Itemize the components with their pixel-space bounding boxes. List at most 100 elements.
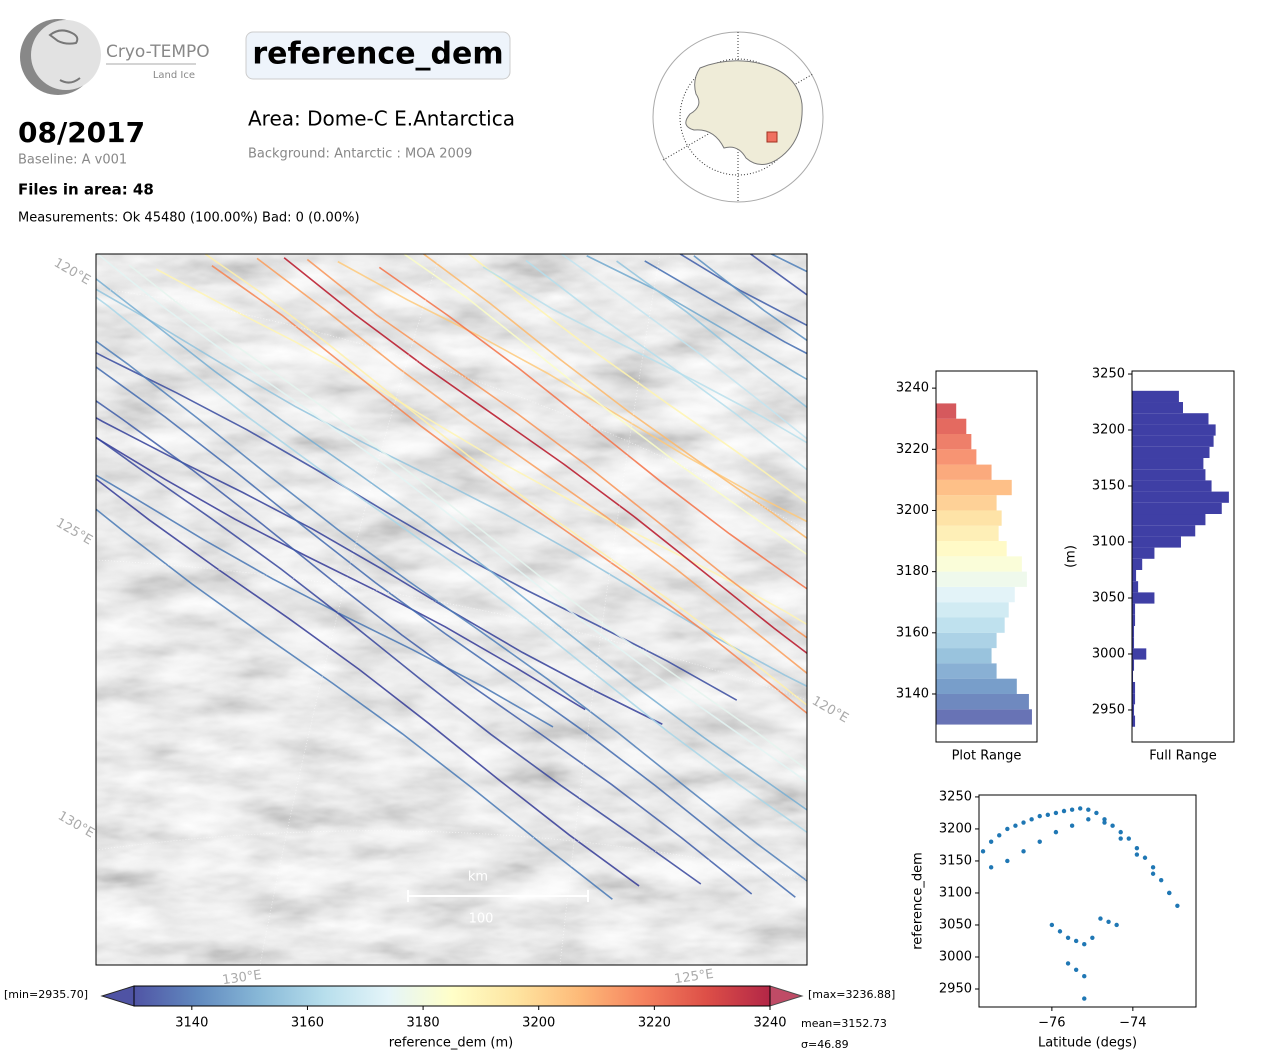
scatter-point	[980, 849, 986, 854]
histogram-bar	[1132, 693, 1136, 705]
histogram-bar	[1132, 514, 1206, 526]
histogram-bar	[936, 479, 1012, 496]
baseline: Baseline: A v001	[18, 153, 127, 168]
track	[422, 254, 807, 540]
histogram-bar	[936, 449, 977, 465]
track	[96, 365, 796, 898]
histogram-bar	[936, 403, 957, 419]
scatter-point	[1069, 823, 1075, 828]
histogram-bar	[1132, 390, 1179, 403]
lon-label: 130°E	[55, 809, 97, 842]
y-tick-label: 3000	[939, 949, 972, 964]
histogram-bar	[1132, 458, 1204, 470]
scale-value: 100	[469, 912, 494, 927]
x-tick-label: 3160	[291, 1016, 324, 1031]
x-axis-label: Plot Range	[952, 749, 1022, 764]
scatter-point	[1053, 829, 1059, 835]
histogram-bar	[1132, 491, 1229, 503]
histogram-bar	[1132, 402, 1183, 414]
min-label: [min=2935.70]	[4, 988, 88, 1001]
histogram-bar	[936, 632, 997, 649]
histogram-bar	[1132, 424, 1216, 436]
scatter-point	[1110, 823, 1115, 828]
track	[96, 508, 613, 900]
histogram-bar	[1132, 547, 1155, 559]
colorbar	[134, 986, 770, 1006]
axes-frame	[935, 370, 1038, 743]
x-tick-label: 3200	[522, 1016, 555, 1031]
scatter-point	[1029, 817, 1034, 822]
scatter-point	[1126, 836, 1131, 841]
track	[256, 257, 807, 675]
sigma-label: σ=46.89	[801, 1038, 849, 1051]
track	[203, 254, 807, 707]
x-axis-label: Full Range	[1149, 749, 1217, 764]
title: reference_dem	[252, 37, 503, 72]
scatter-point	[1049, 922, 1055, 928]
track	[96, 416, 663, 725]
histogram-bar	[1132, 648, 1147, 660]
histogram-bar	[1132, 480, 1212, 492]
scatter-point	[1082, 974, 1087, 979]
track	[96, 351, 738, 701]
x-tick-label: 3220	[638, 1016, 671, 1031]
track	[378, 266, 807, 590]
locator-globe	[652, 31, 824, 203]
histogram-bar	[936, 678, 1017, 694]
scatter-point	[1021, 820, 1026, 825]
y-tick-label: 3050	[1092, 590, 1125, 605]
scatter-point	[1102, 817, 1107, 822]
y-axis-label: (m)	[1064, 545, 1079, 568]
colorbar-extend-max	[769, 985, 804, 1007]
histogram-bar	[1132, 603, 1136, 615]
track	[128, 264, 807, 771]
measurements: Measurements: Ok 45480 (100.00%) Bad: 0 …	[18, 211, 360, 226]
track	[467, 254, 807, 505]
y-tick-label: 3160	[896, 625, 929, 640]
scale-unit: km	[468, 870, 488, 885]
scatter-point	[1090, 935, 1095, 940]
histogram-bar	[1132, 614, 1136, 626]
y-tick-label: 3200	[896, 503, 929, 518]
histogram-bar	[936, 693, 1029, 710]
scatter-point	[1045, 812, 1051, 818]
scatter-point	[1037, 839, 1042, 844]
scatter-point	[1150, 865, 1156, 870]
track	[1062, 255, 1272, 887]
histogram-bar	[936, 434, 972, 450]
colorbar-extend-min	[100, 985, 135, 1007]
track	[306, 258, 807, 639]
y-tick-label: 3240	[896, 381, 929, 396]
y-tick-label: 3140	[896, 686, 929, 701]
y-tick-label: 3050	[939, 917, 972, 932]
histogram-bar	[1132, 413, 1209, 425]
scatter-point	[1082, 941, 1087, 947]
track	[482, 266, 807, 444]
title-box	[245, 31, 511, 80]
track	[96, 296, 807, 834]
lon-label: 120°E	[809, 694, 851, 727]
scatter-point	[1134, 845, 1140, 851]
y-tick-label: 2950	[939, 982, 972, 997]
scatter-point	[1073, 938, 1079, 944]
scatter-point	[1053, 810, 1059, 816]
histogram-bar	[1132, 625, 1135, 638]
y-tick-label: 3200	[1092, 423, 1125, 438]
axes-frame	[978, 794, 1197, 1008]
histogram-bar	[1132, 670, 1134, 682]
scatter-point	[1005, 858, 1010, 864]
scatter-point	[1114, 922, 1119, 928]
scatter-point	[1175, 903, 1180, 908]
histogram-bar	[1132, 592, 1155, 604]
histogram-bar	[1132, 469, 1206, 481]
scatter-point	[1065, 935, 1071, 940]
scatter-point	[1013, 823, 1018, 828]
track	[799, 247, 1272, 874]
track	[821, 267, 1272, 893]
track	[525, 259, 807, 471]
scatter-point	[1118, 836, 1123, 841]
scatter-point	[1061, 808, 1067, 814]
track	[96, 288, 807, 688]
scatter-point	[1158, 877, 1164, 883]
y-tick-label: 3220	[896, 442, 929, 457]
